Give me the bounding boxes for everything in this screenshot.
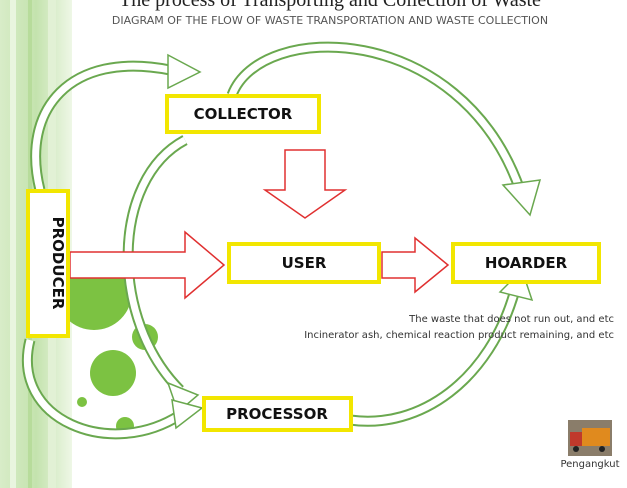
nodes bbox=[26, 94, 601, 432]
node-label: HOARDER bbox=[485, 254, 568, 272]
node-label: PRODUCER bbox=[49, 217, 67, 310]
title: The process of Transporting and Collecti… bbox=[119, 0, 541, 11]
node-label: COLLECTOR bbox=[194, 105, 293, 123]
node-label: PROCESSOR bbox=[226, 405, 328, 423]
node-label: USER bbox=[282, 254, 327, 272]
red-arrows bbox=[69, 149, 450, 300]
note: The waste that does not run out, and etc bbox=[408, 314, 614, 325]
subtitle: DIAGRAM OF THE FLOW OF WASTE TRANSPORTAT… bbox=[112, 14, 548, 27]
green-arrows bbox=[22, 41, 542, 440]
icon-label: Pengangkut bbox=[560, 459, 619, 470]
note: Incinerator ash, chemical reaction produ… bbox=[304, 330, 614, 341]
truck-icon bbox=[568, 420, 612, 456]
